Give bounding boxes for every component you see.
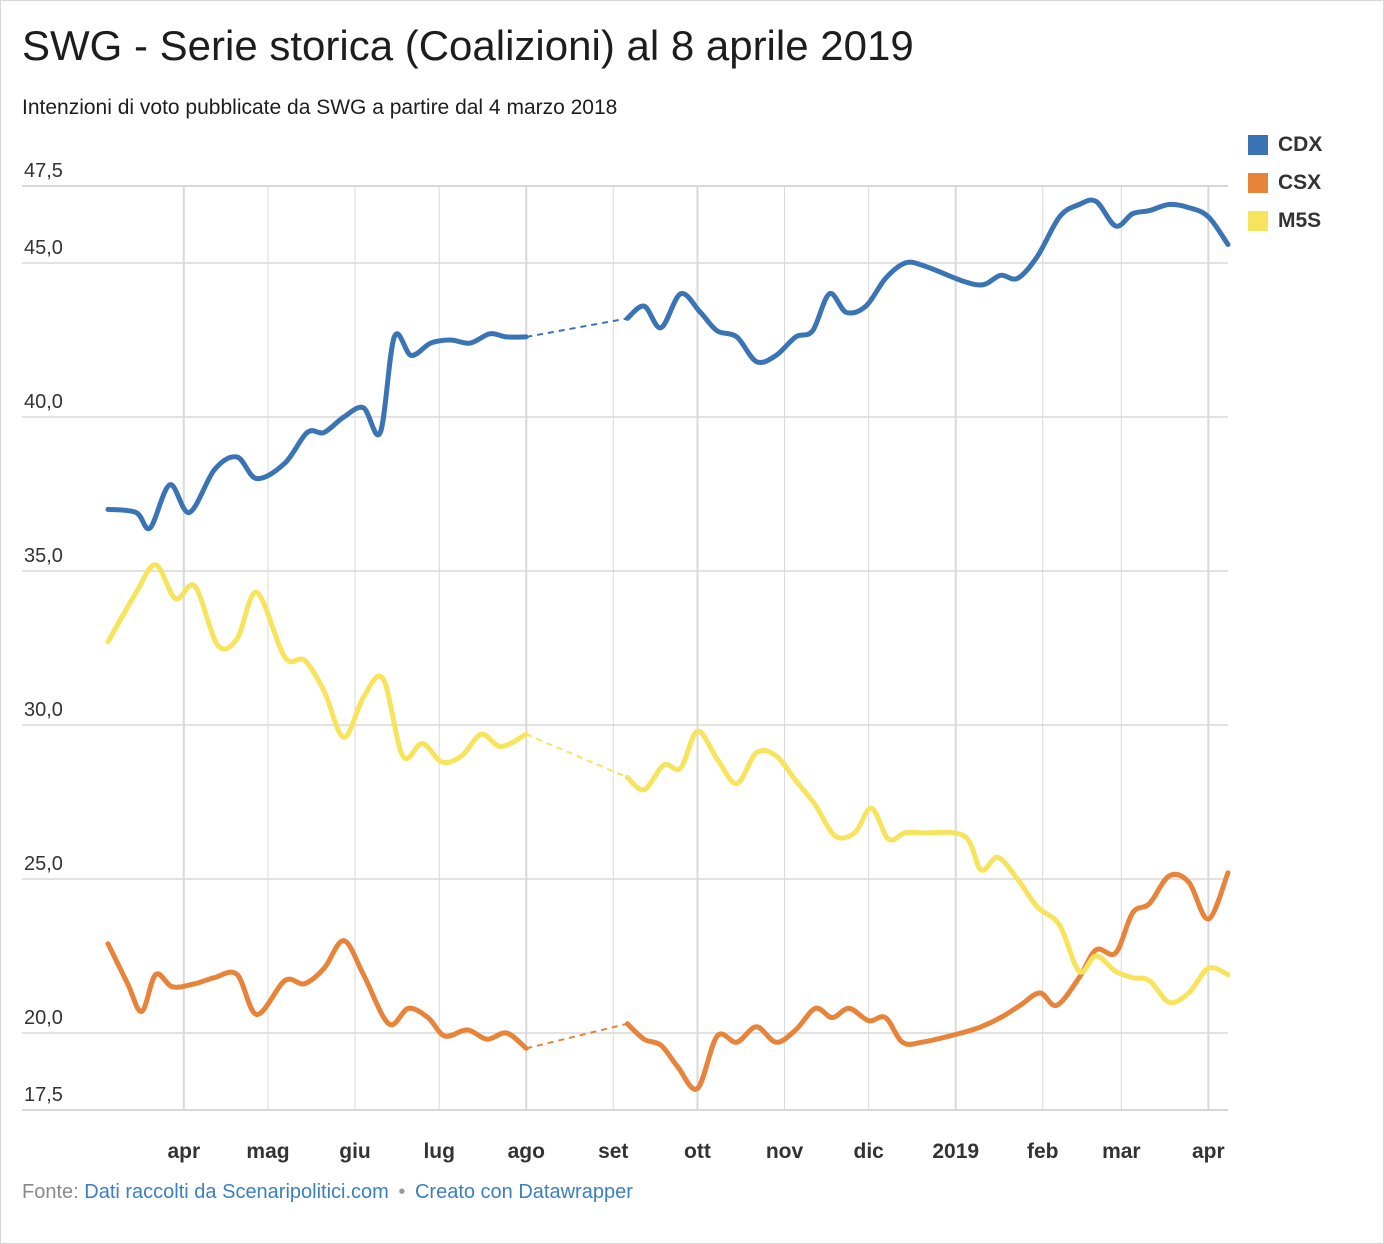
- x-tick-label: giu: [339, 1140, 371, 1163]
- y-tick-label: 40,0: [24, 391, 63, 413]
- x-tick-label: lug: [423, 1140, 455, 1163]
- series-gap-cdx: [526, 317, 628, 338]
- x-tick-label: feb: [1027, 1140, 1059, 1163]
- datawrapper-link[interactable]: Creato con Datawrapper: [414, 1181, 633, 1203]
- x-tick-label: ago: [508, 1140, 545, 1163]
- footer-source-prefix: Fonte:: [22, 1181, 79, 1203]
- y-tick-label: 20,0: [24, 1007, 63, 1029]
- x-tick-label: dic: [854, 1140, 885, 1163]
- footer: Fonte: Dati raccolti da Scenaripolitici.…: [22, 1181, 633, 1204]
- series-line-csx: [624, 870, 1231, 1092]
- footer-separator: •: [398, 1181, 406, 1203]
- grid-layer: [22, 185, 1228, 1111]
- x-tick-label: nov: [766, 1140, 804, 1163]
- legend-swatch-csx: [1248, 173, 1268, 193]
- x-tick-label: mag: [246, 1140, 289, 1163]
- chart-subtitle: Intenzioni di voto pubblicate da SWG a p…: [22, 96, 618, 119]
- x-tick-label: set: [598, 1140, 628, 1163]
- legend-label-m5s: M5S: [1278, 209, 1322, 232]
- series-line-cdx: [105, 331, 529, 532]
- series-line-m5s: [105, 562, 529, 766]
- legend-swatch-m5s: [1248, 211, 1268, 231]
- legend-swatch-cdx: [1248, 135, 1268, 155]
- series-line-m5s: [624, 728, 1231, 1006]
- legend-label-csx: CSX: [1278, 171, 1322, 194]
- series-line-csx: [105, 938, 529, 1051]
- legend-item-csx[interactable]: CSX: [1248, 164, 1322, 202]
- y-tick-label: 17,5: [24, 1084, 63, 1106]
- y-tick-label: 35,0: [24, 545, 63, 567]
- x-tick-label: apr: [1192, 1140, 1225, 1163]
- y-tick-label: 45,0: [24, 237, 63, 259]
- legend-item-m5s[interactable]: M5S: [1248, 202, 1322, 240]
- legend-label-cdx: CDX: [1278, 133, 1323, 156]
- x-tick-label: ott: [684, 1140, 711, 1163]
- y-tick-label: 30,0: [24, 699, 63, 721]
- chart-title: SWG - Serie storica (Coalizioni) al 8 ap…: [22, 22, 914, 69]
- tick-label-layer: 47,5 45,0 40,0 35,0 30,0 25,0 20,0 17,5 apr mag gi…: [24, 160, 1225, 1163]
- series-line-cdx: [624, 197, 1231, 365]
- y-tick-label: 25,0: [24, 853, 63, 875]
- series-layer: [105, 197, 1231, 1092]
- x-tick-label: apr: [167, 1140, 200, 1163]
- y-tick-label: 47,5: [24, 160, 63, 182]
- source-link[interactable]: Dati raccolti da Scenaripolitici.com: [84, 1181, 389, 1203]
- series-gap-csx: [526, 1022, 628, 1050]
- x-tick-label: 2019: [932, 1140, 979, 1163]
- legend: CDX CSX M5S: [1248, 126, 1322, 240]
- series-gap-m5s: [525, 733, 628, 779]
- x-tick-label: mar: [1102, 1140, 1141, 1163]
- legend-item-cdx[interactable]: CDX: [1248, 126, 1322, 164]
